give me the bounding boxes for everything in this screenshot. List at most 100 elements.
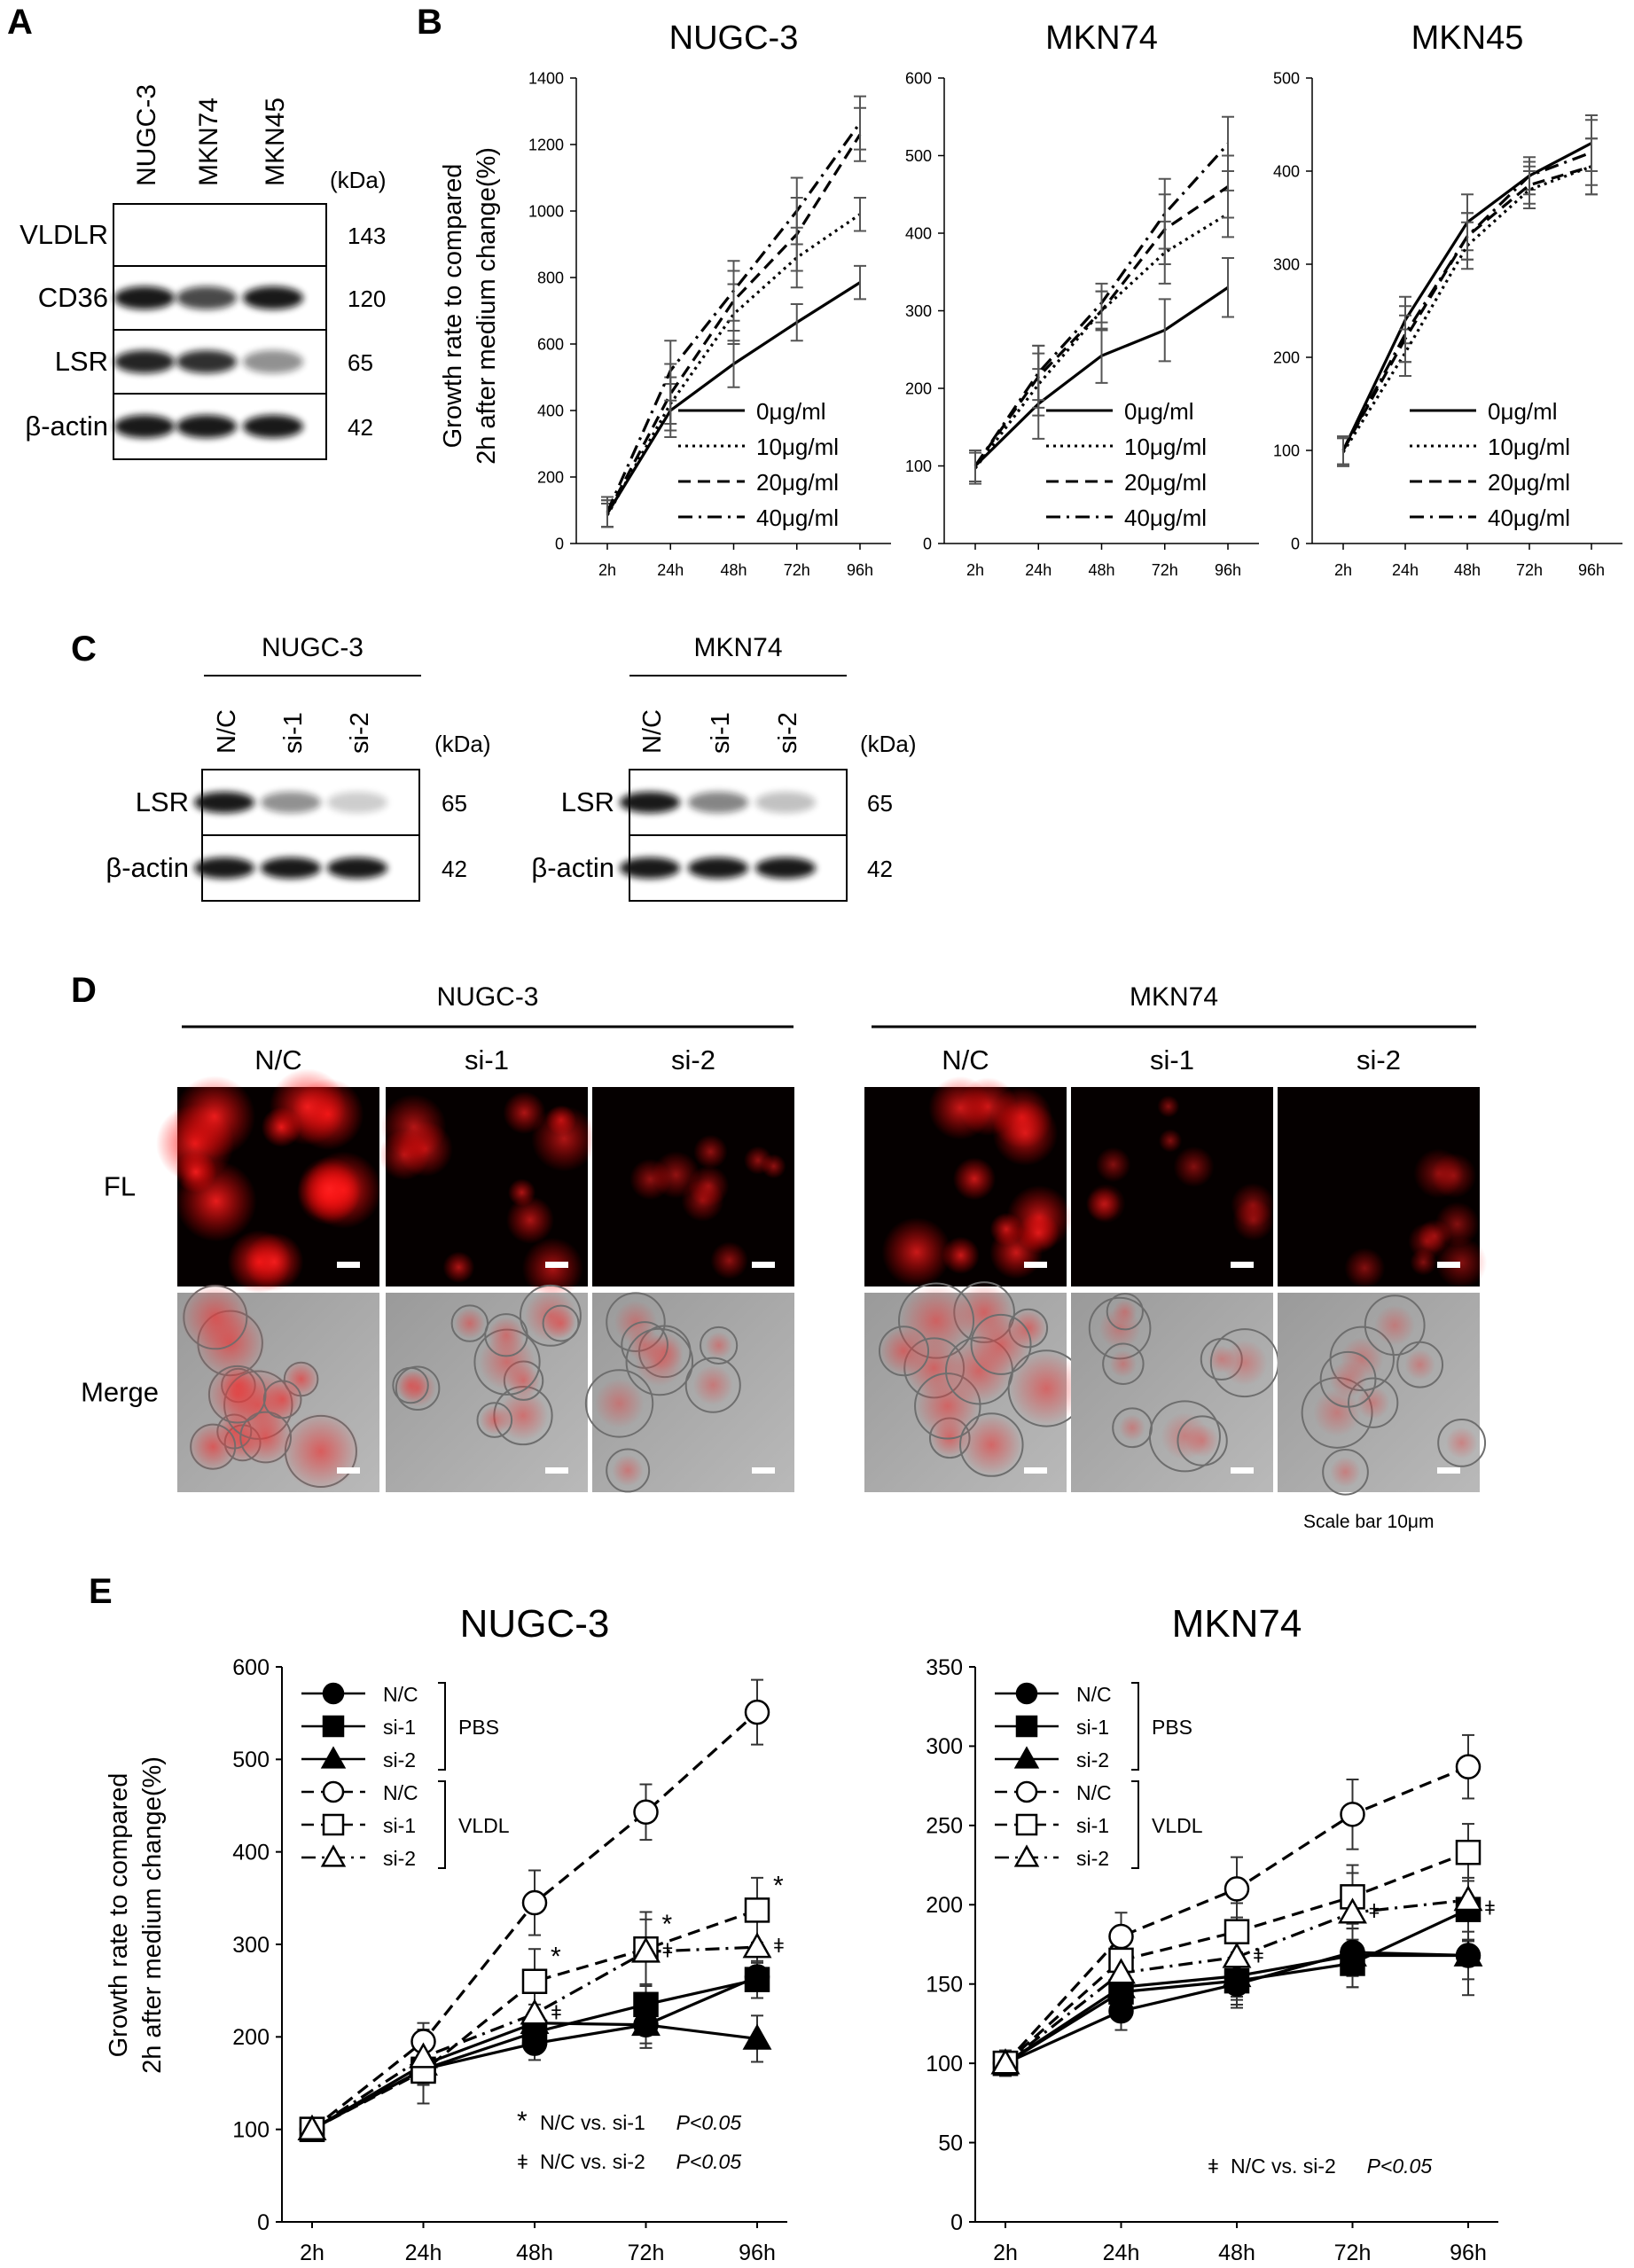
legend-label: 10μg/ml (1124, 434, 1207, 460)
note-p-value: P<0.05 (676, 2150, 742, 2173)
legend-bracket (438, 1780, 446, 1869)
legend-label: 20μg/ml (1488, 469, 1570, 496)
cell-signal (521, 1237, 583, 1299)
cell-signal (928, 1075, 992, 1140)
cell-line-title: MKN74 (1130, 982, 1218, 1012)
cell-signal (692, 1365, 733, 1405)
y-tick-label: 250 (926, 1814, 963, 1839)
scale-bar-note: Scale bar 10μm (1303, 1512, 1435, 1532)
lane-label: MKN74 (194, 98, 223, 186)
data-point (631, 1936, 661, 1963)
scale-bar (752, 1262, 775, 1268)
blot-band (755, 857, 816, 879)
cell-signal (245, 1232, 304, 1292)
data-point (1455, 1840, 1482, 1865)
cell-outline (542, 1304, 580, 1342)
cell-signal (1404, 1349, 1435, 1380)
kda-label: 120 (348, 285, 386, 312)
lane-label: si-2 (346, 712, 374, 754)
cell-signal (1185, 1424, 1219, 1458)
data-point (520, 1998, 550, 2025)
x-tick-label: 2h (300, 2241, 324, 2265)
chart-E-MKN74: MKN74 0 50 100 150 200 250 300 350 2h 24h 48h 72h 96h… (926, 1602, 1498, 2265)
legend-label: si-1 (1076, 1814, 1109, 1837)
data-point (1453, 1885, 1483, 1912)
blot-band (261, 792, 321, 813)
cell-signal (1330, 1457, 1361, 1488)
x-tick-label: 2h (598, 561, 616, 579)
legend-label: si-2 (383, 1847, 416, 1870)
chart-title: MKN74 (1045, 20, 1158, 57)
data-point (409, 2042, 438, 2069)
x-tick-label: 96h (847, 561, 873, 579)
protein-label: LSR (55, 346, 108, 377)
data-point (1338, 1897, 1367, 1924)
cell-signal (1356, 1386, 1390, 1419)
data-point (521, 1968, 548, 1994)
x-tick-label: 96h (1215, 561, 1241, 579)
cell-signal (972, 1315, 1030, 1374)
data-point (1338, 1940, 1367, 1967)
data-point (320, 1746, 347, 1769)
image-group-MKN74: MKN74 N/C si-1 si-2 (864, 982, 1488, 1496)
data-point (631, 2009, 661, 2037)
condition-label: si-1 (465, 1044, 509, 1075)
kda-label: 143 (348, 223, 386, 249)
cell-outline (484, 1313, 528, 1357)
y-axis-label: 2h after medium change(%) (473, 147, 501, 465)
chart-title: MKN74 (1172, 1602, 1302, 1646)
significance-dagger: ǂ (551, 2001, 562, 2023)
legend-label: 10μg/ml (756, 434, 839, 460)
cell-line-title: NUGC-3 (436, 982, 538, 1012)
y-tick-label: 500 (1273, 69, 1300, 87)
x-tick-label: 72h (784, 561, 810, 579)
lane-label: N/C (213, 709, 241, 754)
data-point (1013, 1746, 1040, 1769)
data-point (990, 2048, 1020, 2075)
cell-outline (1347, 1377, 1399, 1428)
series-line (311, 1945, 758, 2131)
blot-band (114, 350, 175, 373)
x-tick-label: 24h (1103, 2241, 1140, 2265)
cell-signal (480, 1404, 510, 1435)
panel-letter-b: B (417, 3, 442, 42)
data-point (1015, 1813, 1038, 1836)
legend-label: si-2 (383, 1748, 416, 1771)
series-line (1341, 165, 1592, 453)
legend-label: si-1 (1076, 1716, 1109, 1739)
data-point (521, 1889, 548, 1916)
cell-outline (584, 1369, 654, 1438)
legend-label: 10μg/ml (1488, 434, 1570, 460)
data-point (744, 1897, 770, 1923)
legend-label: 0μg/ml (1124, 398, 1194, 425)
cell-signal (1009, 1351, 1084, 1426)
cell-signal (297, 1156, 363, 1222)
cell-signal (942, 1236, 980, 1275)
x-tick-label: 48h (1454, 561, 1481, 579)
protein-label: CD36 (38, 282, 108, 313)
cell-signal (380, 1093, 447, 1160)
cell-outline (1106, 1293, 1144, 1331)
cell-signal (1431, 1153, 1477, 1199)
y-tick-label: 1400 (528, 69, 564, 87)
cell-signal (175, 1151, 217, 1193)
cell-signal (594, 1378, 645, 1428)
x-tick-label: 72h (1334, 2241, 1372, 2265)
y-tick-label: 200 (537, 468, 564, 486)
cell-signal (1418, 1219, 1452, 1253)
blot-band (755, 792, 816, 813)
x-tick-label: 24h (1025, 561, 1052, 579)
cell-signal (1374, 1304, 1415, 1346)
legend-label: 0μg/ml (756, 398, 826, 425)
y-tick-label: 1000 (528, 202, 564, 220)
legend-label: si-1 (383, 1814, 416, 1837)
y-tick-label: 600 (537, 335, 564, 353)
scale-bar (1231, 1467, 1254, 1474)
y-tick-label: 200 (926, 1893, 963, 1918)
data-point (320, 1844, 347, 1867)
cell-signal (488, 1317, 525, 1354)
data-point (1015, 1780, 1038, 1803)
legend-group-label: PBS (458, 1716, 499, 1739)
data-point (322, 1813, 345, 1836)
